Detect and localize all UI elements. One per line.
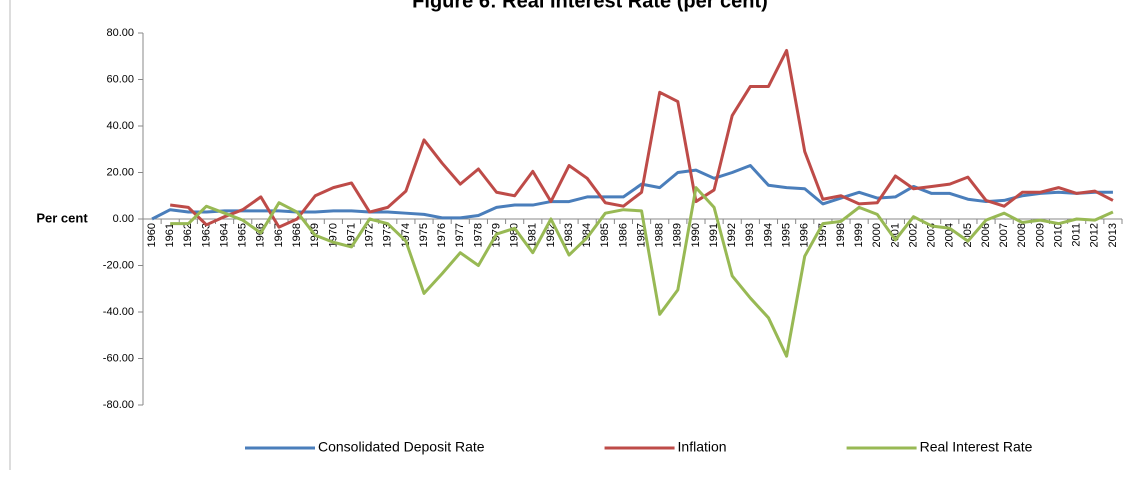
x-tick-label: 1972 bbox=[364, 223, 376, 247]
x-tick-label: 1988 bbox=[654, 223, 666, 247]
x-tick-label: 2006 bbox=[980, 223, 992, 247]
x-tick-label: 1983 bbox=[563, 223, 575, 247]
legend-label: Real Interest Rate bbox=[920, 439, 1033, 455]
x-tick-label: 1975 bbox=[418, 223, 430, 247]
x-tick-label: 1989 bbox=[672, 223, 684, 247]
x-tick-label: 1981 bbox=[527, 223, 539, 247]
x-tick-label: 1961 bbox=[164, 223, 176, 247]
y-tick-label: -80.00 bbox=[103, 399, 134, 411]
x-tick-label: 1998 bbox=[835, 223, 847, 247]
x-tick-label: 1990 bbox=[690, 223, 702, 247]
x-tick-label: 2000 bbox=[871, 223, 883, 247]
x-tick-label: 1977 bbox=[454, 223, 466, 247]
x-tick-label: 2009 bbox=[1034, 223, 1046, 247]
x-tick-label: 2007 bbox=[998, 223, 1010, 247]
x-tick-label: 1982 bbox=[545, 223, 557, 247]
x-tick-label: 1985 bbox=[599, 223, 611, 247]
y-tick-label: 20.00 bbox=[106, 166, 134, 178]
x-tick-label: 1996 bbox=[799, 223, 811, 247]
x-tick-label: 2003 bbox=[926, 223, 938, 247]
x-tick-label: 2001 bbox=[889, 223, 901, 247]
x-tick-label: 2010 bbox=[1052, 223, 1064, 247]
y-tick-label: 40.00 bbox=[106, 120, 134, 132]
x-tick-label: 1967 bbox=[273, 223, 285, 247]
x-tick-label: 1963 bbox=[200, 223, 212, 247]
x-tick-label: 1974 bbox=[400, 223, 412, 247]
x-tick-label: 1986 bbox=[617, 223, 629, 247]
y-tick-label: 80.00 bbox=[106, 27, 134, 39]
series-line bbox=[170, 48, 1114, 229]
y-tick-label: -60.00 bbox=[103, 352, 134, 364]
x-tick-label: 1973 bbox=[382, 223, 394, 247]
y-tick-label: -20.00 bbox=[103, 259, 134, 271]
x-tick-label: 1992 bbox=[726, 223, 738, 247]
legend-label: Inflation bbox=[678, 439, 727, 455]
x-tick-label: 2008 bbox=[1016, 223, 1028, 247]
x-tick-label: 2013 bbox=[1107, 223, 1119, 247]
series-line bbox=[170, 186, 1114, 358]
x-tick-label: 2011 bbox=[1071, 223, 1083, 247]
x-tick-label: 1971 bbox=[345, 223, 357, 247]
x-tick-label: 1995 bbox=[781, 223, 793, 247]
x-tick-label: 1978 bbox=[472, 223, 484, 247]
y-axis-label: Per cent bbox=[36, 210, 88, 225]
x-tick-label: 1976 bbox=[436, 223, 448, 247]
y-tick-label: 60.00 bbox=[106, 73, 134, 85]
x-tick-label: 2005 bbox=[962, 223, 974, 247]
x-tick-label: 1964 bbox=[218, 223, 230, 247]
y-tick-label: 0.00 bbox=[113, 213, 134, 225]
series-line bbox=[151, 164, 1113, 221]
x-tick-label: 1991 bbox=[708, 223, 720, 247]
x-tick-label: 1965 bbox=[237, 223, 249, 247]
x-tick-label: 1994 bbox=[762, 223, 774, 247]
x-tick-label: 1999 bbox=[853, 223, 865, 247]
y-tick-label: -40.00 bbox=[103, 306, 134, 318]
x-tick-label: 1962 bbox=[182, 223, 194, 247]
x-tick-label: 1993 bbox=[744, 223, 756, 247]
x-tick-label: 2012 bbox=[1089, 223, 1101, 247]
legend-label: Consolidated Deposit Rate bbox=[318, 439, 485, 455]
x-tick-label: 1960 bbox=[146, 223, 158, 247]
chart-title: Figure 6: Real Interest Rate (per cent) bbox=[412, 0, 768, 12]
x-tick-label: 2002 bbox=[907, 223, 919, 247]
x-tick-label: 1968 bbox=[291, 223, 303, 247]
